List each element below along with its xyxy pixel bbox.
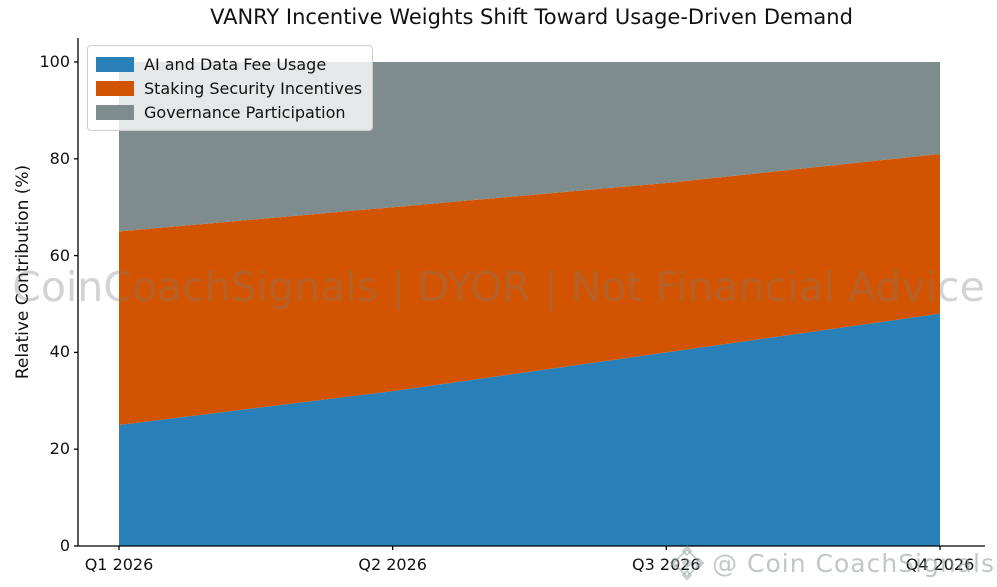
legend-label: Governance Participation — [144, 102, 346, 122]
legend-item: Governance Participation — [96, 101, 362, 123]
legend-item: AI and Data Fee Usage — [96, 53, 362, 75]
area-series-0 — [119, 313, 940, 546]
y-tick-label: 80 — [49, 148, 70, 168]
x-tick-label: Q3 2026 — [632, 555, 701, 574]
legend-swatch-governance — [96, 104, 134, 120]
area-series-1 — [119, 153, 940, 425]
x-tick-label: Q1 2026 — [84, 555, 154, 574]
y-tick-label: 20 — [49, 439, 70, 459]
x-tick-label: Q2 2026 — [358, 555, 427, 574]
legend: AI and Data Fee Usage Staking Security I… — [87, 45, 373, 131]
legend-swatch-staking — [96, 80, 134, 96]
chart-title: VANRY Incentive Weights Shift Toward Usa… — [210, 5, 853, 29]
legend-label: AI and Data Fee Usage — [144, 54, 327, 74]
x-tick-label: Q4 2026 — [905, 555, 975, 574]
y-tick-label: 0 — [59, 536, 70, 555]
legend-swatch-ai-usage — [96, 56, 134, 72]
y-tick-label: 60 — [49, 245, 70, 265]
y-axis-label: Relative Contribution (%) — [13, 164, 33, 380]
legend-item: Staking Security Incentives — [96, 77, 362, 99]
y-tick-label: 100 — [39, 52, 70, 71]
legend-label: Staking Security Incentives — [144, 78, 363, 98]
y-tick-label: 40 — [49, 342, 70, 362]
